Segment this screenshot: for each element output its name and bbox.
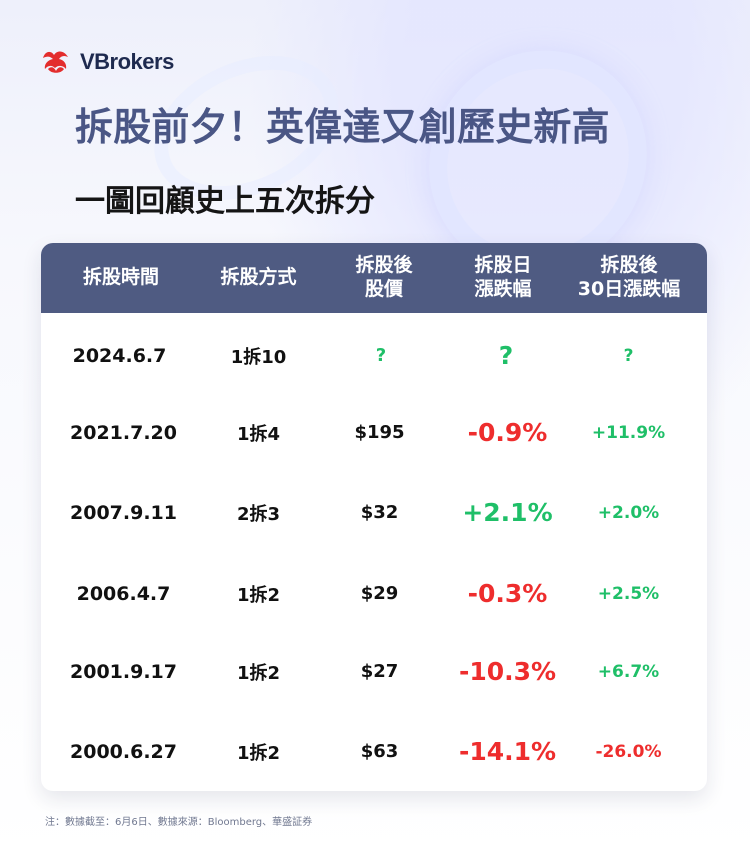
page-title: 拆股前夕！英偉達又創歷史新高 [75, 105, 610, 149]
thirty-day-change: +2.0% [597, 502, 660, 523]
split-method: 1拆2 [236, 662, 281, 684]
table-header: 拆股時間 拆股方式 拆股後 股價 拆股日 漲跌幅 拆股後 30日漲跌幅 [41, 243, 707, 313]
split-date: 2024.6.7 [72, 344, 167, 367]
table-row: 2006.4.7 1拆2 $29 -0.3% +2.5% [41, 554, 707, 633]
table-row: 2007.9.11 2拆3 $32 +2.1% +2.0% [41, 473, 707, 552]
split-method: 1拆4 [236, 423, 281, 445]
table-row: 2000.6.27 1拆2 $63 -14.1% -26.0% [41, 712, 707, 791]
split-day-change: ? [498, 341, 514, 370]
split-day-change: +2.1% [462, 498, 553, 527]
split-day-change: -10.3% [458, 657, 557, 686]
header-30-day-change: 拆股後 30日漲跌幅 [577, 254, 681, 300]
header-post-split-price: 拆股後 股價 [355, 254, 413, 300]
split-method: 1拆2 [236, 742, 281, 764]
split-date: 2001.9.17 [70, 660, 177, 683]
table-row: 2021.7.20 1拆4 $195 -0.9% +11.9% [41, 393, 707, 472]
brand-logo: VBrokers [40, 46, 174, 78]
split-date: 2007.9.11 [70, 501, 177, 524]
header-split-method: 拆股方式 [220, 266, 297, 289]
post-split-price: $29 [360, 583, 399, 604]
thirty-day-change: +2.5% [597, 583, 660, 604]
split-history-table: 拆股時間 拆股方式 拆股後 股價 拆股日 漲跌幅 拆股後 30日漲跌幅 2024… [41, 243, 707, 791]
thirty-day-change: +11.9% [591, 422, 666, 443]
table-row: 2024.6.7 1拆10 ? ? ? [41, 316, 707, 395]
page-subtitle: 一圖回顧史上五次拆分 [75, 184, 375, 219]
thirty-day-change: -26.0% [595, 741, 662, 762]
split-method: 2拆3 [236, 503, 281, 525]
post-split-price: ? [375, 345, 387, 366]
header-split-day-change: 拆股日 漲跌幅 [474, 254, 532, 300]
split-date: 2000.6.27 [70, 740, 177, 763]
table-row: 2001.9.17 1拆2 $27 -10.3% +6.7% [41, 632, 707, 711]
thirty-day-change: ? [623, 345, 634, 366]
split-method: 1拆2 [236, 584, 281, 606]
footnote: 注：數據截至：6月6日、數據來源：Bloomberg、華盛証券 [45, 817, 313, 828]
split-day-change: -14.1% [458, 737, 557, 766]
split-day-change: -0.3% [467, 579, 548, 608]
post-split-price: $27 [360, 661, 399, 682]
post-split-price: $32 [360, 502, 399, 523]
post-split-price: $63 [360, 741, 399, 762]
post-split-price: $195 [354, 422, 405, 443]
bull-logo-icon [43, 51, 68, 73]
split-date: 2006.4.7 [76, 582, 171, 605]
split-date: 2021.7.20 [70, 421, 177, 444]
header-split-date: 拆股時間 [82, 266, 159, 289]
brand-name: VBrokers [80, 49, 174, 74]
thirty-day-change: +6.7% [597, 661, 660, 682]
split-day-change: -0.9% [467, 418, 548, 447]
split-method: 1拆10 [230, 346, 287, 368]
